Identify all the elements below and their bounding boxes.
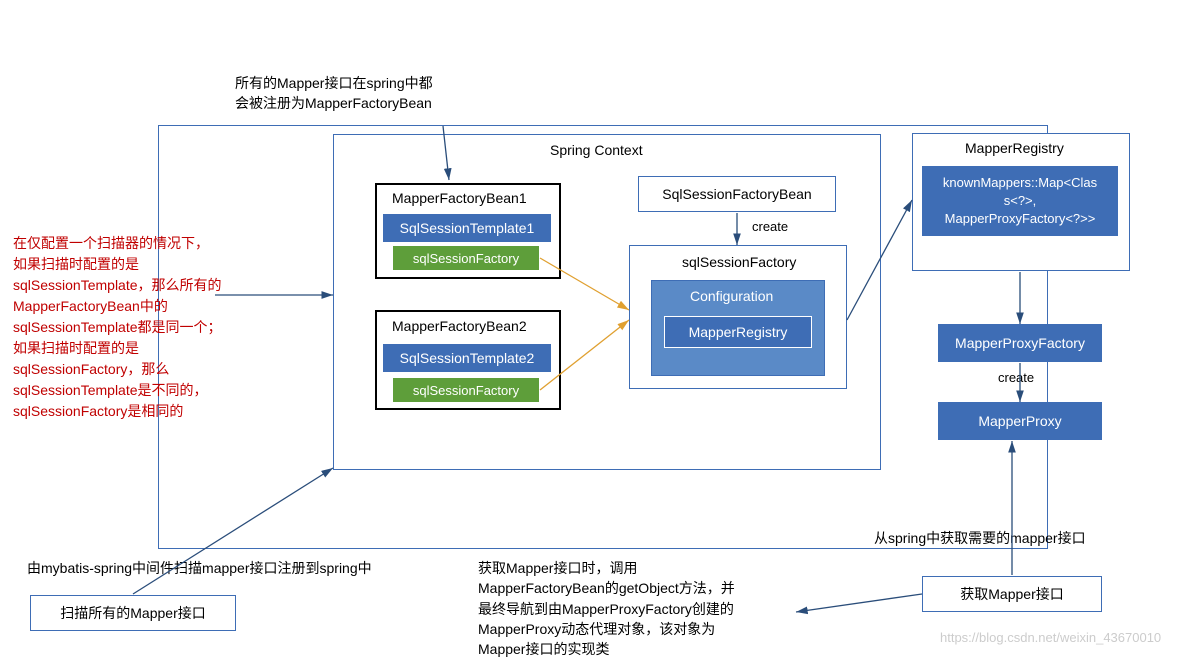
top-annotation: 所有的Mapper接口在spring中都 会被注册为MapperFactoryB… [235, 74, 433, 113]
ssf-title: sqlSessionFactory [682, 254, 796, 270]
scan-mapper-box: 扫描所有的Mapper接口 [30, 595, 236, 631]
get-label: 获取Mapper接口 [960, 584, 1063, 604]
red-annotation: 在仅配置一个扫描器的情况下， 如果扫描时配置的是 sqlSessionTempl… [13, 233, 222, 422]
mapper-proxy-factory-box: MapperProxyFactory [938, 324, 1102, 362]
ssfb-label: SqlSessionFactoryBean [662, 186, 811, 202]
ssf2-label: sqlSessionFactory [413, 383, 519, 398]
create-label-1: create [752, 219, 788, 234]
sst1-label: SqlSessionTemplate1 [400, 220, 535, 236]
watermark-text: https://blog.csdn.net/weixin_43670010 [940, 630, 1161, 645]
mapper-registry-inner-box: MapperRegistry [664, 316, 812, 348]
config-title: Configuration [690, 288, 773, 304]
diagram-canvas: Spring Context MapperFactoryBean1 SqlSes… [0, 0, 1188, 659]
sql-session-factory-1-box: sqlSessionFactory [393, 246, 539, 270]
bottom-left-annotation: 由mybatis-spring中间件扫描mapper接口注册到spring中 [27, 558, 372, 578]
mapper-proxy-box: MapperProxy [938, 402, 1102, 440]
mp-label: MapperProxy [978, 413, 1061, 429]
sql-session-factory-bean-box: SqlSessionFactoryBean [638, 176, 836, 212]
sql-session-factory-2-box: sqlSessionFactory [393, 378, 539, 402]
create-label-2: create [998, 370, 1034, 385]
bottom-mid-annotation: 获取Mapper接口时，调用 MapperFactoryBean的getObje… [478, 558, 735, 659]
known-mappers-label: knownMappers::Map<Clas s<?>, MapperProxy… [943, 174, 1097, 229]
right-annotation: 从spring中获取需要的mapper接口 [874, 528, 1086, 548]
mfb2-title: MapperFactoryBean2 [392, 318, 527, 334]
spring-context-title: Spring Context [550, 142, 643, 158]
get-mapper-box: 获取Mapper接口 [922, 576, 1102, 612]
sql-session-template-2-box: SqlSessionTemplate2 [383, 344, 551, 372]
mpf-label: MapperProxyFactory [955, 335, 1085, 351]
ssf1-label: sqlSessionFactory [413, 251, 519, 266]
scan-label: 扫描所有的Mapper接口 [60, 603, 205, 623]
mfb1-title: MapperFactoryBean1 [392, 190, 527, 206]
sst2-label: SqlSessionTemplate2 [400, 350, 535, 366]
mapper-registry-title: MapperRegistry [965, 140, 1064, 156]
sql-session-template-1-box: SqlSessionTemplate1 [383, 214, 551, 242]
mr-inner-label: MapperRegistry [689, 324, 788, 340]
known-mappers-box: knownMappers::Map<Clas s<?>, MapperProxy… [922, 166, 1118, 236]
